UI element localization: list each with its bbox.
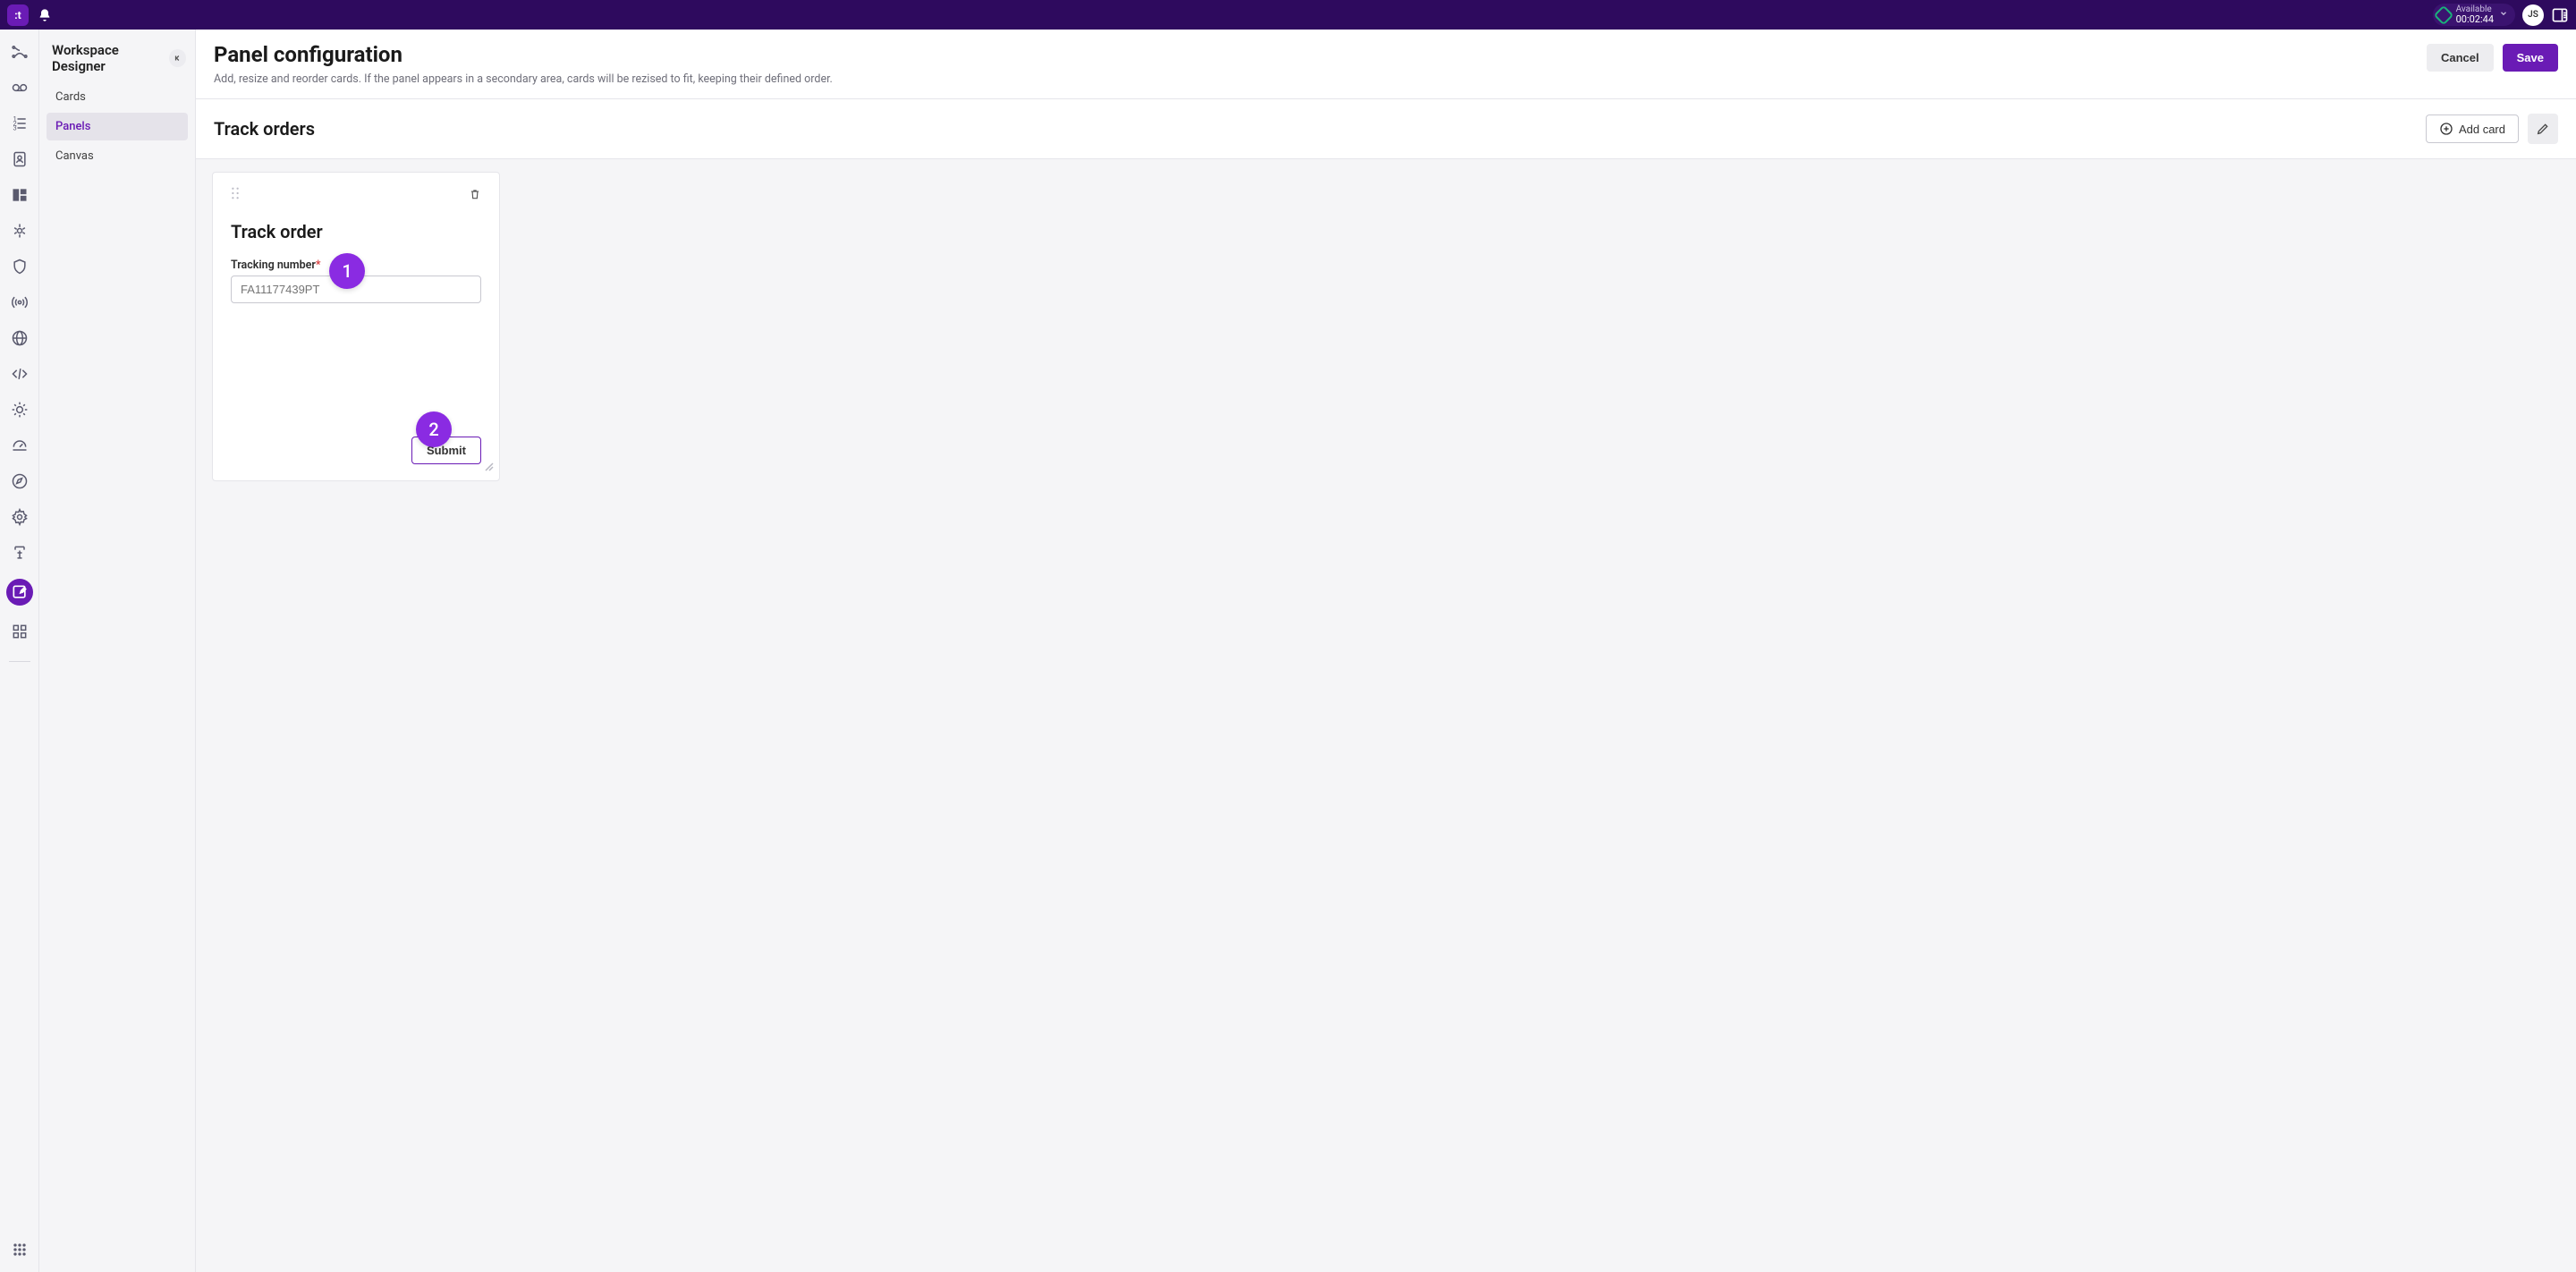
main: Panel configuration Add, resize and reor… [196, 30, 2576, 1272]
add-card-button[interactable]: Add card [2426, 114, 2519, 143]
cancel-button[interactable]: Cancel [2427, 44, 2494, 72]
performance-icon[interactable] [10, 436, 30, 455]
layout-icon[interactable] [10, 185, 30, 205]
directory-icon[interactable] [10, 149, 30, 169]
queue-icon[interactable]: 123 [10, 114, 30, 133]
section-header: Track orders Add card [196, 99, 2576, 159]
tracking-number-label: Tracking number* [231, 259, 481, 272]
integrations-icon[interactable] [10, 221, 30, 241]
app-logo[interactable]: :t [7, 4, 29, 26]
add-card-label: Add card [2459, 123, 2505, 136]
chevron-down-icon [2499, 8, 2508, 21]
delete-card-button[interactable] [469, 187, 481, 205]
card-spacer [231, 303, 481, 329]
field-label-text: Tracking number [231, 259, 316, 272]
topbar-left: :t [7, 4, 52, 26]
track-order-card: Track order Tracking number* Submit 1 2 [212, 172, 500, 481]
svg-text:3: 3 [13, 124, 16, 132]
presence-selector[interactable]: Available 00:02:44 [2433, 4, 2515, 26]
sidebar-title: Workspace Designer [52, 42, 169, 74]
sidebar-item-canvas[interactable]: Canvas [47, 142, 188, 170]
page-subtitle: Add, resize and reorder cards. If the pa… [214, 72, 833, 86]
ai-icon[interactable] [10, 400, 30, 420]
security-icon[interactable] [10, 257, 30, 276]
required-indicator: * [316, 259, 321, 272]
broadcast-icon[interactable] [10, 293, 30, 312]
presence-status-icon [2433, 4, 2453, 25]
user-avatar[interactable]: JS [2522, 4, 2544, 26]
header-actions: Cancel Save [2427, 42, 2558, 72]
apps-icon[interactable] [10, 622, 30, 641]
card-actions: Submit [231, 437, 481, 464]
right-panel-toggle-icon[interactable] [2551, 6, 2569, 24]
left-rail: 123 [0, 30, 39, 1272]
shell: 123 Workspace Designer Cards Panels Canv… [0, 30, 2576, 1272]
sidebar: Workspace Designer Cards Panels Canvas [39, 30, 196, 1272]
routing-icon[interactable] [10, 42, 30, 62]
sidebar-header: Workspace Designer [39, 30, 195, 83]
main-header: Panel configuration Add, resize and reor… [196, 30, 2576, 99]
sidebar-items: Cards Panels Canvas [39, 83, 195, 170]
main-header-text: Panel configuration Add, resize and reor… [214, 42, 833, 86]
voicemail-icon[interactable] [10, 78, 30, 98]
card-title: Track order [231, 221, 481, 242]
notifications-icon[interactable] [38, 8, 52, 22]
section-actions: Add card [2426, 114, 2558, 144]
drag-handle-icon[interactable] [231, 187, 240, 199]
card-toolbar [231, 187, 481, 205]
edit-section-button[interactable] [2528, 114, 2558, 144]
presence-text: Available 00:02:44 [2456, 5, 2494, 24]
code-icon[interactable] [10, 364, 30, 384]
presence-time: 00:02:44 [2456, 14, 2494, 24]
settings-icon[interactable] [10, 507, 30, 527]
apps-grid-icon[interactable] [10, 1240, 30, 1259]
canvas-area: Track order Tracking number* Submit 1 2 [196, 159, 2576, 1272]
plus-circle-icon [2439, 122, 2453, 136]
section-title: Track orders [214, 118, 315, 140]
sidebar-item-panels[interactable]: Panels [47, 113, 188, 140]
transfer-icon[interactable] [10, 543, 30, 563]
explore-icon[interactable] [10, 471, 30, 491]
designer-icon[interactable] [6, 579, 33, 606]
save-button[interactable]: Save [2503, 44, 2558, 72]
page-title: Panel configuration [214, 42, 833, 67]
topbar-right: Available 00:02:44 JS [2433, 4, 2569, 26]
tracking-number-input[interactable] [231, 276, 481, 303]
resize-handle-icon[interactable] [485, 462, 494, 475]
sidebar-collapse-button[interactable] [169, 49, 186, 67]
sidebar-item-cards[interactable]: Cards [47, 83, 188, 111]
topbar: :t Available 00:02:44 JS [0, 0, 2576, 30]
submit-button[interactable]: Submit [411, 437, 481, 464]
globe-icon[interactable] [10, 328, 30, 348]
rail-divider [9, 661, 30, 662]
